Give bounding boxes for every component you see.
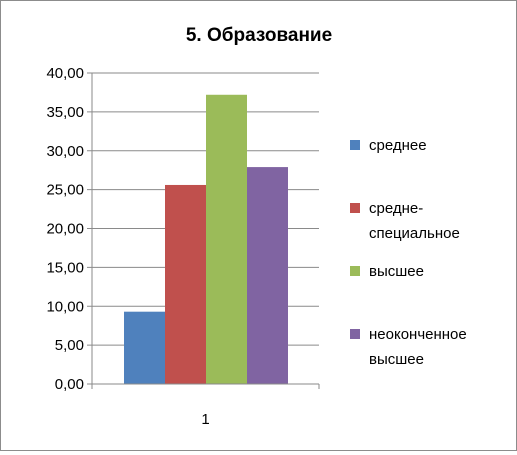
y-tick-label: 35,00 [46,104,84,121]
x-axis-ticks: 1 [201,411,209,428]
axes [91,73,320,389]
y-tick-label: 20,00 [46,221,84,238]
bars [124,94,288,385]
legend-swatch [350,266,360,276]
legend-label: высшее [369,263,424,280]
legend-swatch [350,329,360,339]
legend-swatch [350,203,360,213]
y-axis-ticks: 0,00 5,00 10,00 15,00 20,00 25,00 30,00 35,00 40… [46,65,92,393]
y-tick-label: 25,00 [46,182,84,199]
legend-label: среднее [369,137,427,154]
y-tick-label: 5,00 [55,337,84,354]
x-tick-label: 1 [201,411,209,428]
bar-2 [165,184,206,384]
legend-swatch [350,140,360,150]
bar-3 [206,94,247,385]
legend-label: неоконченное [369,326,467,343]
bar-4 [247,167,288,384]
y-tick-label: 0,00 [55,376,84,393]
chart-title: 5. Образование [186,25,332,46]
legend-label: высшее [369,351,424,368]
legend-label: специальное [369,225,460,242]
legend: среднее средне-специальное высшее неокончен… [350,137,467,368]
bar-1 [124,311,165,384]
legend-label: средне- [369,200,423,217]
y-tick-label: 15,00 [46,259,84,276]
y-tick-label: 10,00 [46,298,84,315]
y-tick-label: 30,00 [46,143,84,160]
y-tick-label: 40,00 [46,65,84,82]
